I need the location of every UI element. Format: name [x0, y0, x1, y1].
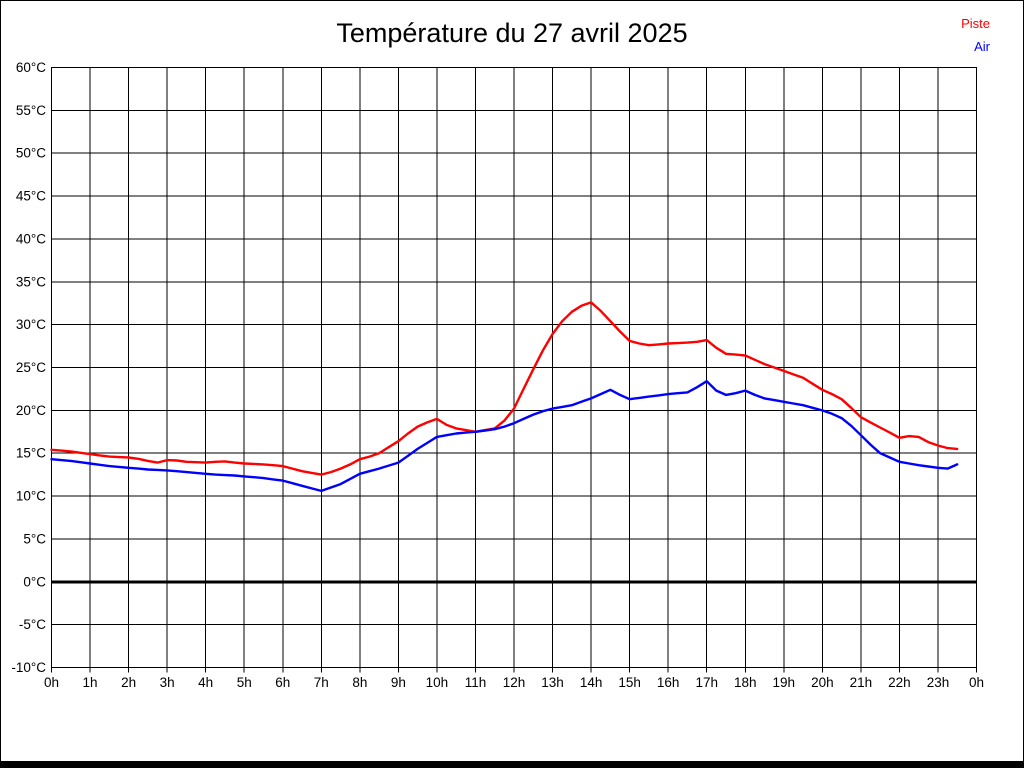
x-axis-tick-label: 11h: [465, 675, 487, 690]
x-axis-tick-label: 9h: [391, 675, 406, 690]
y-axis-tick-label: 20°C: [16, 403, 46, 418]
x-axis-tick-label: 8h: [352, 675, 367, 690]
y-axis-tick-label: 25°C: [16, 360, 46, 375]
x-axis-tick-label: 22h: [888, 675, 911, 690]
y-axis-tick-label: 40°C: [16, 231, 46, 246]
plot-border: [51, 67, 977, 668]
x-axis-tick-label: 15h: [618, 675, 641, 690]
y-axis-tick-label: 15°C: [16, 446, 46, 461]
y-axis-tick-label: 50°C: [16, 146, 46, 161]
x-axis-tick-label: 6h: [275, 675, 290, 690]
x-axis-tick-label: 14h: [580, 675, 603, 690]
y-axis-tick-label: 10°C: [16, 489, 46, 504]
y-axis-tick-label: 45°C: [16, 189, 46, 204]
temperature-plot: 0h 1h 2h 3h 4h 5h 6h 7h 8h 9h 10h 11h 12h 13h 14h 15h 16…: [11, 60, 984, 690]
x-axis-tick-label: 10h: [426, 675, 449, 690]
y-axis-tick-label: 30°C: [16, 317, 46, 332]
x-axis-tick-label: 17h: [695, 675, 718, 690]
x-axis-tick-label: 0h: [44, 675, 59, 690]
bottom-bar: [1, 761, 1023, 767]
x-axis-tick-label: 12h: [503, 675, 526, 690]
x-axis-tick-label: 1h: [83, 675, 98, 690]
x-axis-tick-label: 0h: [969, 675, 984, 690]
chart-legend: Piste Air: [961, 12, 990, 58]
series-line-piste: [50, 301, 959, 476]
y-axis-tick-label: 55°C: [16, 103, 46, 118]
series-line-air: [50, 380, 959, 493]
x-axis-tick-label: 18h: [734, 675, 757, 690]
legend-item-air: Air: [974, 39, 990, 54]
x-axis-tick-label: 16h: [657, 675, 680, 690]
x-axis-tick-label: 5h: [237, 675, 252, 690]
y-axis-tick-label: 60°C: [16, 60, 46, 75]
x-axis-tick-label: 13h: [541, 675, 564, 690]
x-axis-tick-label: 2h: [121, 675, 136, 690]
legend-item-piste: Piste: [961, 16, 990, 31]
y-axis-tick-label: -5°C: [19, 617, 46, 632]
x-axis-tick-label: 3h: [160, 675, 175, 690]
x-axis-tick-label: 21h: [850, 675, 873, 690]
y-axis-tick-label: 35°C: [16, 274, 46, 289]
x-axis-tick-label: 7h: [314, 675, 329, 690]
x-axis-tick-label: 4h: [198, 675, 213, 690]
x-axis-tick-label: 23h: [927, 675, 950, 690]
y-axis-tick-label: 5°C: [23, 531, 46, 546]
x-axis-tick-label: 20h: [811, 675, 834, 690]
x-axis-tick-label: 19h: [773, 675, 796, 690]
y-axis-tick-label: -10°C: [11, 660, 46, 675]
chart-title: Température du 27 avril 2025: [336, 18, 688, 48]
y-axis-tick-label: 0°C: [23, 574, 46, 589]
